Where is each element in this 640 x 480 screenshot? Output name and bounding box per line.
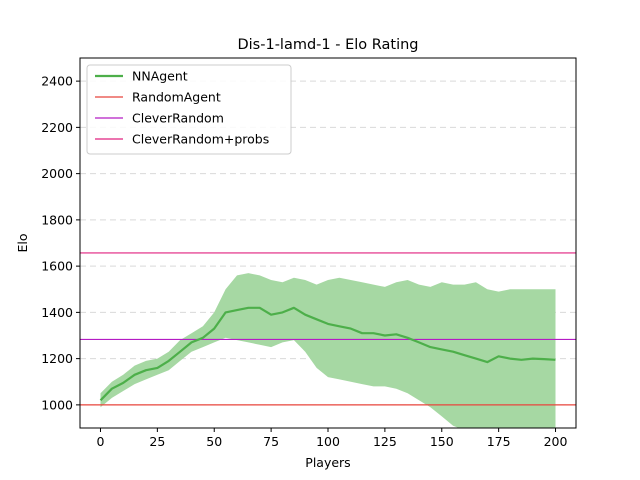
- confidence-bands: [100, 273, 556, 428]
- legend-label: CleverRandom: [132, 111, 224, 126]
- series-lines: [99, 306, 556, 402]
- y-axis-label: Elo: [15, 233, 30, 252]
- y-tick-label: 1000: [41, 397, 73, 412]
- x-axis-ticks: 0 25 50 75 100 125 150 175 200: [97, 428, 568, 449]
- x-axis-label: Players: [305, 455, 350, 470]
- confidence-band-nnagent: [100, 273, 556, 428]
- y-tick-label: 2200: [41, 120, 73, 135]
- x-tick-label: 25: [149, 434, 165, 449]
- y-tick-label: 2400: [41, 74, 73, 89]
- x-tick-label: 0: [97, 434, 105, 449]
- legend-label: CleverRandom+probs: [132, 132, 269, 147]
- legend-label: RandomAgent: [132, 90, 221, 105]
- chart-title: Dis-1-lamd-1 - Elo Rating: [237, 37, 418, 53]
- series-line-nnagent: [99, 306, 556, 402]
- x-tick-label: 50: [206, 434, 222, 449]
- y-tick-label: 1200: [41, 351, 73, 366]
- legend-label: NNAgent: [132, 69, 188, 84]
- y-axis-ticks: 1000 1200 1400 1600 1800 2000 2200 2400: [41, 74, 80, 412]
- y-tick-label: 1800: [41, 212, 73, 227]
- legend: NNAgent RandomAgent CleverRandom CleverRand…: [86, 64, 292, 155]
- x-tick-label: 100: [316, 434, 340, 449]
- x-tick-label: 125: [373, 434, 397, 449]
- y-tick-label: 2000: [41, 166, 73, 181]
- y-tick-label: 1400: [41, 305, 73, 320]
- reference-lines: [80, 252, 576, 406]
- y-tick-label: 1600: [41, 259, 73, 274]
- legend-box: [86, 64, 292, 155]
- x-tick-label: 150: [430, 434, 454, 449]
- x-tick-label: 175: [487, 434, 511, 449]
- x-tick-label: 200: [544, 434, 568, 449]
- x-tick-label: 75: [263, 434, 279, 449]
